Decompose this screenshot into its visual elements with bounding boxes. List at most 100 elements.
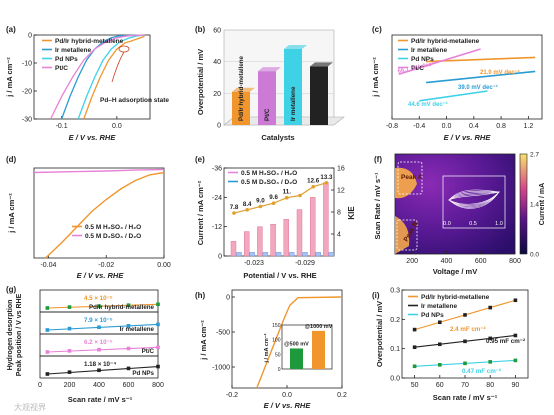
x-tick-label: -0.8: [386, 123, 398, 130]
panel-label: (c): [372, 25, 382, 34]
annotation-circle: [118, 45, 130, 53]
bar-h2o: [270, 224, 276, 257]
legend-entry: Pd NPs: [421, 312, 444, 319]
y-axis-label: Current / mA cm⁻²: [196, 180, 205, 245]
kie-label: 12.6: [307, 178, 320, 185]
kie-point: [232, 211, 236, 215]
y-tick-label: -12: [212, 224, 222, 231]
y-tick-label: 40: [213, 59, 221, 66]
data-point: [463, 361, 467, 366]
data-point: [156, 364, 160, 369]
legend-entry: Pd NPs: [55, 56, 78, 63]
x-tick-label: 70: [461, 382, 469, 389]
x-tick-label: -0.04: [40, 262, 56, 269]
slope-label: 39.0 mV dec⁻¹: [458, 84, 498, 91]
data-point: [67, 305, 72, 309]
y-tick-label: 0: [226, 295, 230, 302]
kie-line: [233, 182, 327, 214]
x-tick-label: -0.1: [56, 123, 68, 130]
bar-top: [310, 62, 333, 67]
legend-entry: 0.5 M D₂SO₄ / D₂O: [241, 179, 297, 186]
data-point: [156, 322, 160, 327]
x-tick-label: 0.0: [442, 123, 452, 130]
data-point: [67, 349, 72, 353]
data-point: [412, 327, 417, 332]
data-point: [97, 347, 101, 352]
data-point: [488, 305, 492, 310]
y-axis-label: Hydrogen desorption: [7, 300, 14, 371]
legend-entry: Pd/Ir hybrid-metallene: [411, 38, 480, 45]
kie-point: [311, 184, 316, 189]
x-axis-label: E / V vs. RHE: [444, 133, 492, 142]
inset-bar: [290, 348, 303, 369]
data-point: [513, 298, 518, 303]
series-line: [83, 35, 145, 120]
data-point: [45, 306, 50, 310]
plot-frame: [391, 34, 543, 120]
kie-label: 8.4: [243, 201, 252, 208]
data-point: [463, 339, 467, 344]
y-tick-label: -24: [212, 195, 222, 202]
fit-line: [398, 48, 481, 75]
slope-label: 4.5 × 10⁻⁵: [84, 295, 113, 302]
inset-tick-label: 0.5: [469, 221, 477, 227]
kie-point: [298, 193, 302, 198]
series-line: [256, 296, 343, 389]
y-axis-label: Peak position / V vs RHE: [16, 293, 23, 376]
bar-d2o: [289, 252, 295, 257]
bar: [310, 66, 328, 125]
kie-point: [285, 195, 289, 200]
kie-point: [271, 201, 276, 205]
colorbar-tick-label: 1.4: [530, 202, 539, 209]
fit-line: [47, 365, 159, 375]
y-tick-label: 20: [213, 91, 221, 98]
data-point: [97, 368, 101, 373]
legend-entry: Pt/C: [411, 65, 424, 72]
data-point: [97, 304, 101, 308]
data-point: [126, 324, 131, 328]
slope-label: 21.0 mV dec⁻¹: [480, 69, 520, 76]
slope-label: 0.95 mF cm⁻²: [486, 338, 525, 345]
bar-category-label: Pt/C: [264, 108, 271, 121]
bar: [232, 91, 250, 125]
slope-label: 0.47 mF cm⁻²: [462, 368, 501, 375]
series-line: [50, 34, 145, 120]
data-point: [412, 364, 417, 369]
y-axis-label: j / mA cm⁻²: [371, 57, 380, 98]
legend-entry: Pd/Ir hybrid-metallene: [55, 38, 124, 45]
x-axis-label: E / V vs. RHE: [264, 401, 312, 410]
annotation-arrow: [111, 51, 125, 83]
x-axis-label: Scan rate / mV s⁻¹: [433, 393, 498, 402]
data-point: [126, 303, 131, 307]
series-line: [33, 168, 165, 174]
bar-top: [284, 45, 307, 49]
series-name: Pt/C: [142, 348, 155, 355]
y2-tick-label: 4: [337, 232, 341, 239]
bar-d2o: [262, 252, 269, 257]
inset-tick-label: 50: [275, 352, 281, 358]
inset-tick-label: 1.0: [495, 221, 503, 227]
legend-entry: 0.5 M D₂SO₄ / D₂O: [85, 233, 141, 240]
colorbar-tick-label: 0.0: [530, 252, 539, 259]
x-tick-label: 600: [123, 382, 135, 389]
series-name: Pd NPs: [132, 370, 154, 377]
bar-h2o: [310, 197, 316, 257]
data-point: [438, 363, 442, 367]
data-point: [438, 342, 442, 347]
y-tick-label: 0: [218, 254, 222, 261]
fit-line: [419, 90, 488, 102]
bar-h2o: [230, 241, 237, 257]
bar-d2o: [249, 252, 255, 257]
bar: [284, 49, 302, 125]
slope-label: 1.18 × 10⁻⁴: [84, 361, 116, 368]
y-tick-label: -500: [216, 330, 230, 337]
data-point: [513, 358, 518, 363]
y-tick-label: 60: [213, 28, 221, 35]
panel-label: (a): [6, 25, 16, 34]
bar-d2o: [315, 252, 321, 257]
x-tick-label: -0.4: [413, 123, 425, 130]
bar-top: [258, 67, 281, 72]
data-point: [45, 372, 50, 376]
peak-b-region: [395, 216, 410, 254]
y-tick-label: 0.0: [390, 376, 400, 383]
